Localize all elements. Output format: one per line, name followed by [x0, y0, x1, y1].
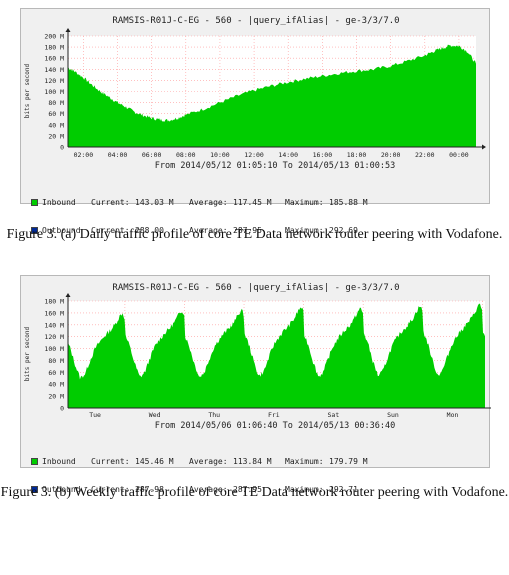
x-tick-label: 14:00	[278, 151, 298, 159]
x-tick-label: 00:00	[449, 151, 469, 159]
daily-legend: Inbound Current: 143.03 M Average: 117.4…	[31, 180, 368, 254]
time-period: From 2014/05/06 01:06:40 To 2014/05/13 0…	[155, 421, 396, 431]
average-label: Average:	[189, 485, 228, 494]
legend-outbound: Outbound Current: 287.98 Average: 287.95…	[31, 485, 358, 495]
y-tick-label: 120 M	[44, 77, 64, 85]
weekly-traffic-chart: RAMSIS-R01J-C-EG - 560 - |query_ifAlias|…	[24, 283, 491, 431]
maximum-value: 185.88 M	[329, 198, 368, 207]
y-axis-arrow	[65, 293, 71, 297]
legend-inbound: Inbound Current: 143.03 M Average: 117.4…	[31, 198, 368, 208]
x-tick-label: 02:00	[74, 151, 94, 159]
y-axis-label: bits per second	[24, 327, 31, 382]
x-tick-label: Mon	[447, 411, 459, 419]
average-value: 117.45 M	[233, 198, 272, 207]
y-axis-arrow	[65, 28, 71, 32]
outbound-swatch	[31, 486, 38, 493]
y-tick-label: 200 M	[44, 33, 64, 41]
x-tick-label: Sat	[328, 411, 340, 419]
x-tick-label: Tue	[89, 411, 101, 419]
time-period: From 2014/05/12 01:05:10 To 2014/05/13 0…	[155, 161, 396, 171]
x-tick-label: Wed	[149, 411, 161, 419]
x-axis-arrow	[482, 144, 486, 150]
y-tick-label: 120 M	[44, 333, 64, 341]
average-label: Average:	[189, 226, 228, 235]
current-label: Current:	[91, 198, 130, 207]
current-label: Current:	[91, 485, 130, 494]
x-tick-label: 10:00	[210, 151, 230, 159]
x-tick-label: Fri	[268, 411, 280, 419]
current-value: 145.46 M	[135, 457, 174, 466]
y-tick-label: 0	[60, 405, 64, 413]
maximum-label: Maximum:	[285, 198, 324, 207]
y-tick-label: 80 M	[48, 99, 64, 107]
y-tick-label: 40 M	[48, 121, 64, 129]
legend-inbound: Inbound Current: 145.46 M Average: 113.8…	[31, 457, 368, 467]
average-value: 287.95	[233, 485, 262, 494]
y-tick-label: 180 M	[44, 44, 64, 52]
current-label: Current:	[91, 226, 130, 235]
chart-title: RAMSIS-R01J-C-EG - 560 - |query_ifAlias|…	[112, 16, 399, 26]
y-tick-label: 0	[60, 144, 64, 152]
x-tick-label: 08:00	[176, 151, 196, 159]
current-value: 287.98	[135, 485, 164, 494]
inbound-area	[68, 303, 485, 408]
current-label: Current:	[91, 457, 130, 466]
figure-caption-a: Figure 3. (a) Daily traffic profile of c…	[6, 227, 503, 242]
y-tick-label: 80 M	[48, 357, 64, 365]
y-tick-label: 60 M	[48, 110, 64, 118]
figure-caption-b: Figure 3. (b) Weekly traffic profile of …	[0, 485, 509, 500]
maximum-value: 292.71	[329, 485, 358, 494]
average-value: 113.84 M	[233, 457, 272, 466]
x-tick-label: 06:00	[142, 151, 162, 159]
y-tick-label: 140 M	[44, 321, 64, 329]
y-tick-label: 160 M	[44, 309, 64, 317]
x-tick-label: 16:00	[313, 151, 333, 159]
x-tick-label: 04:00	[108, 151, 128, 159]
outbound-swatch	[31, 227, 38, 234]
y-tick-label: 20 M	[48, 132, 64, 140]
x-tick-label: 20:00	[381, 151, 401, 159]
inbound-swatch	[31, 458, 38, 465]
y-tick-label: 160 M	[44, 55, 64, 63]
y-tick-label: 100 M	[44, 88, 64, 96]
maximum-value: 292.69	[329, 226, 358, 235]
average-value: 287.95	[233, 226, 262, 235]
daily-traffic-chart: RAMSIS-R01J-C-EG - 560 - |query_ifAlias|…	[24, 16, 486, 171]
weekly-traffic-graph: RAMSIS-R01J-C-EG - 560 - |query_ifAlias|…	[20, 275, 491, 494]
daily-traffic-graph: RAMSIS-R01J-C-EG - 560 - |query_ifAlias|…	[20, 8, 490, 235]
average-label: Average:	[189, 198, 228, 207]
legend-outbound: Outbound Current: 288.00 Average: 287.95…	[31, 226, 358, 236]
y-tick-label: 40 M	[48, 381, 64, 389]
inbound-area	[68, 44, 476, 148]
current-value: 288.00	[135, 226, 164, 235]
legend-series-name: Inbound	[42, 457, 76, 466]
average-label: Average:	[189, 457, 228, 466]
maximum-label: Maximum:	[285, 485, 324, 494]
x-tick-label: Thu	[208, 411, 220, 419]
x-tick-label: Sun	[387, 411, 399, 419]
x-tick-label: 12:00	[244, 151, 264, 159]
y-tick-label: 20 M	[48, 393, 64, 401]
y-tick-label: 140 M	[44, 66, 64, 74]
maximum-label: Maximum:	[285, 457, 324, 466]
chart-title: RAMSIS-R01J-C-EG - 560 - |query_ifAlias|…	[112, 283, 399, 293]
maximum-label: Maximum:	[285, 226, 324, 235]
x-tick-label: 22:00	[415, 151, 435, 159]
maximum-value: 179.79 M	[329, 457, 368, 466]
current-value: 143.03 M	[135, 198, 174, 207]
legend-series-name: Outbound	[42, 485, 81, 494]
legend-series-name: Outbound	[42, 226, 81, 235]
y-tick-label: 100 M	[44, 345, 64, 353]
y-tick-label: 180 M	[44, 298, 64, 306]
inbound-swatch	[31, 199, 38, 206]
y-tick-label: 60 M	[48, 369, 64, 377]
legend-series-name: Inbound	[42, 198, 76, 207]
weekly-legend: Inbound Current: 145.46 M Average: 113.8…	[31, 439, 368, 513]
y-axis-label: bits per second	[24, 64, 31, 119]
x-tick-label: 18:00	[347, 151, 367, 159]
